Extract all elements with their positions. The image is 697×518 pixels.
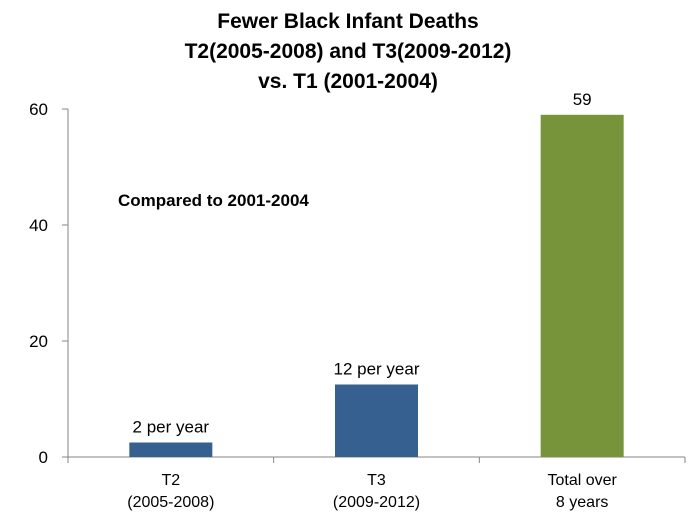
chart-title: Fewer Black Infant Deaths T2(2005-2008) …: [185, 10, 512, 93]
plot-area: 0 20 40 60 2 per year T2 (2005-2008) 12 per yea…: [29, 90, 686, 511]
bar: [540, 114, 624, 458]
data-label: 12 per year: [334, 360, 420, 379]
x-tick-label: T2: [161, 472, 180, 489]
x-tick-label: Total over: [547, 472, 617, 489]
data-label: 2 per year: [133, 418, 210, 437]
y-tick-label: 20: [29, 332, 48, 351]
x-tick-label: 8 years: [556, 494, 608, 511]
x-tick-label: (2009-2012): [333, 494, 420, 511]
bar: [129, 442, 213, 457]
y-tick-label: 40: [29, 216, 48, 235]
chart-annotation: Compared to 2001-2004: [118, 191, 309, 210]
y-tick-label: 60: [29, 100, 48, 119]
x-tick-label: (2005-2008): [127, 494, 214, 511]
chart-title-line-1: Fewer Black Infant Deaths: [217, 10, 478, 33]
chart-title-line-3: vs. T1 (2001-2004): [258, 70, 438, 93]
data-label: 59: [573, 90, 592, 109]
y-tick-label: 0: [39, 448, 48, 467]
chart-title-line-2: T2(2005-2008) and T3(2009-2012): [185, 40, 512, 63]
bar: [335, 384, 418, 457]
x-tick-label: T3: [367, 472, 386, 489]
